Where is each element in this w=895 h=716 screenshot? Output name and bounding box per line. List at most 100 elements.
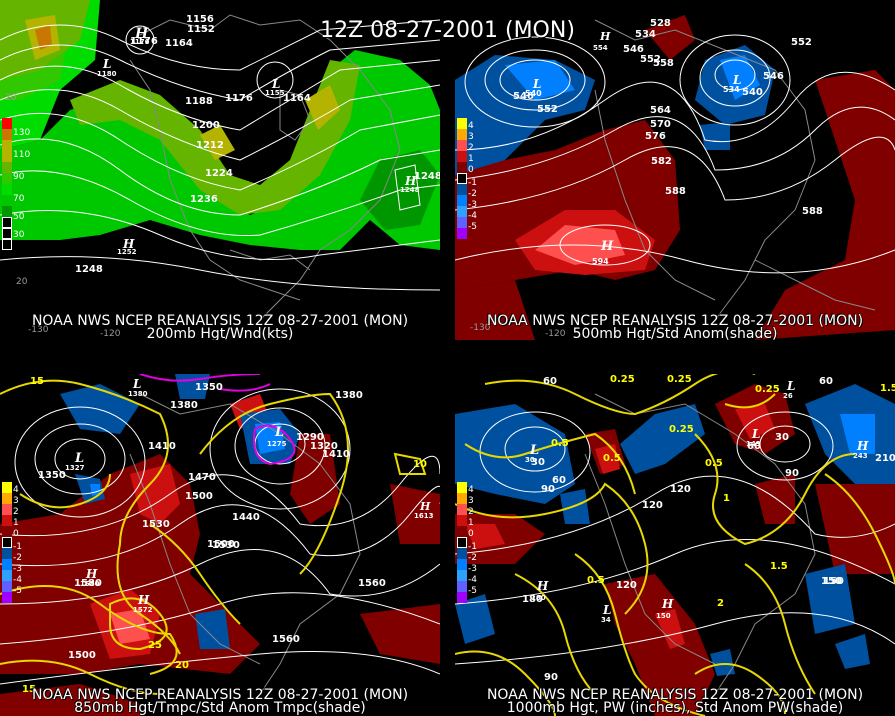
legend-swatch: [2, 515, 12, 526]
legend-1000mb: 4 3 2 1 0 -1 -2 -3 -4 -5: [457, 482, 477, 603]
legend-label: -5: [468, 586, 477, 596]
legend-label: -1: [13, 542, 22, 552]
low-center: L: [274, 425, 284, 440]
contour-label: 1248: [414, 171, 440, 182]
center-value: 150: [656, 612, 671, 620]
legend-swatch: [2, 570, 12, 581]
center-value: 1275: [267, 440, 287, 448]
contour-label: 120: [642, 500, 663, 511]
contour-label: 1164: [283, 93, 311, 104]
legend-label: -4: [468, 211, 477, 221]
contour-label: 564: [650, 105, 671, 116]
legend-swatch: [457, 526, 467, 537]
pw-label: 1.5: [770, 561, 788, 572]
main-title: 12Z 08-27-2001 (MON): [320, 18, 575, 43]
contour-label: 1224: [205, 168, 233, 179]
contour-label: 1440: [232, 512, 260, 523]
legend-swatch: [2, 228, 12, 239]
high-center: H: [536, 579, 549, 593]
pw-label: 1: [723, 493, 730, 504]
legend-label: -1: [468, 178, 477, 188]
legend-swatch: [2, 493, 12, 504]
center-value: 1248: [400, 186, 420, 194]
pw-contours: [455, 374, 895, 716]
legend-200mb: 130 110 90 70 50 30: [2, 118, 30, 250]
legend-swatch: [457, 173, 467, 184]
contour-label: 1176: [130, 36, 158, 47]
legend-swatch: [2, 206, 12, 217]
contour-label: 150: [821, 576, 842, 587]
panel-subcaption: 850mb Hgt/Tmpc/Std Anom Tmpc(shade): [74, 700, 366, 716]
contour-label: 552: [537, 104, 558, 115]
contour-label: 1410: [322, 449, 350, 460]
panel-caption: NOAA NWS NCEP REANALYSIS 12Z 08-27-2001 …: [486, 687, 864, 703]
map-1000mb: 60 30 60 90 120 120 120 150 90 60 30 60 …: [455, 374, 895, 716]
panel-subcaption: 500mb Hgt/Std Anom(shade): [572, 326, 778, 340]
legend-label: -2: [468, 189, 477, 199]
center-value: 149: [746, 440, 761, 448]
high-center: H: [600, 239, 614, 254]
coastlines: [129, 14, 401, 321]
legend-label: 70: [13, 194, 25, 204]
center-value: 1613: [414, 512, 434, 520]
legend-swatch: [457, 537, 467, 548]
legend-swatch: [457, 570, 467, 581]
legend-label: -4: [468, 575, 477, 585]
temperature-label: 10: [413, 459, 427, 470]
center-value: 1155: [265, 89, 285, 97]
map-500mb: 546 552 558 564 570 576 582 588 588 546 …: [455, 15, 895, 340]
low-center: L: [751, 427, 760, 441]
legend-swatch: [2, 239, 12, 250]
legend-label: 3: [468, 132, 474, 142]
center-value: 1327: [65, 464, 85, 472]
legend-label: 1: [468, 154, 474, 164]
legend-label: 4: [468, 121, 474, 131]
legend-label: -2: [13, 553, 22, 563]
high-center: H: [661, 597, 674, 611]
longitude-label: -130: [470, 323, 491, 333]
temperature-label: 15: [22, 684, 36, 695]
center-value: 1176: [130, 38, 150, 46]
legend-label: 1: [13, 518, 19, 528]
contour-labels: 546 552 558 564 570 576 582 588 588 546 …: [513, 18, 823, 217]
legend-label: 0: [468, 165, 474, 175]
legend-label: 2: [468, 143, 474, 153]
pw-label: 1.5: [880, 383, 895, 394]
legend-label: -3: [468, 564, 477, 574]
pw-label: 0.5: [705, 458, 723, 469]
contour-label: 1156: [186, 14, 214, 25]
legend-swatch: [2, 592, 12, 603]
graticule-labels: -120 -130: [470, 323, 566, 339]
contour-labels: 1350 1380 1410 1440 1470 1500 1530 1560 …: [22, 376, 427, 695]
legend-swatch: [457, 548, 467, 559]
contour-label: 546: [763, 71, 784, 82]
legend-swatch: [457, 129, 467, 140]
contour-label: 528: [650, 18, 671, 29]
longitude-label: -120: [545, 329, 566, 339]
anomaly-shading: [455, 15, 895, 340]
contour-label: 1188: [185, 96, 213, 107]
contour-label: 540: [742, 87, 763, 98]
pw-label: 2: [717, 598, 724, 609]
legend-swatch: [457, 162, 467, 173]
legend-swatch: [457, 195, 467, 206]
panel-200mb: 1164 1176 1188 1200 1212 1224 1236 1248 …: [0, 0, 440, 340]
high-center: H: [856, 439, 869, 453]
contour-label: 588: [665, 186, 686, 197]
contour-label: 1212: [196, 140, 224, 151]
legend-850mb: 4 3 2 1 0 -1 -2 -3 -4 -5: [2, 482, 22, 603]
contour-label: 1380: [170, 400, 198, 411]
center-value: 34: [601, 616, 611, 624]
pw-label: 0.25: [667, 374, 692, 385]
legend-swatch: [2, 118, 12, 129]
legend-swatch: [2, 184, 12, 195]
legend-swatch: [457, 206, 467, 217]
contour-label: 1164: [165, 38, 193, 49]
temperature-label: 25: [148, 640, 162, 651]
contour-label: 588: [802, 206, 823, 217]
latitude-label: 20: [16, 277, 28, 287]
contour-label: 1152: [187, 24, 215, 35]
contour-label: 1580: [74, 578, 102, 589]
center-value: 243: [853, 452, 868, 460]
